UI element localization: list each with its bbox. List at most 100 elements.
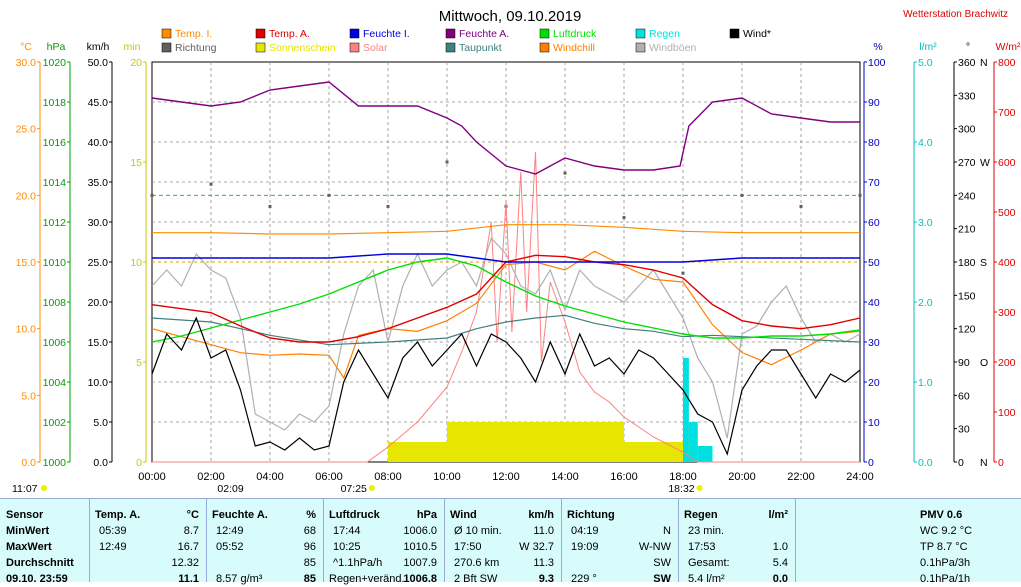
table-cell: 96 [303,541,316,553]
axis-tick-label: 70 [868,177,880,189]
direction-point [150,193,154,197]
wind-line [151,316,861,456]
legend-swatch [255,28,266,39]
direction-point [563,171,567,175]
direction-point [209,182,213,186]
axis-tick-label: 1006 [43,337,67,349]
axis-unit-label: min [124,41,141,53]
sunshine-bar [476,422,506,462]
axis-unit-label: l/m² [919,41,937,53]
divider [561,499,562,582]
table-header: Richtung [567,509,615,521]
axis-tick-label: 80 [868,137,880,149]
x-tick-label: 20:00 [728,471,756,483]
legend-swatch [635,28,646,39]
axis-tick-label: 1020 [43,57,67,69]
divider [206,499,207,582]
table-cell: WC 9.2 °C [920,525,973,537]
table-cell: 85 [303,557,316,569]
table-cell: 9.3 [538,573,554,585]
x-tick-label: 08:00 [374,471,402,483]
legend-label: Regen [649,28,680,40]
table-cell: 5.4 l/m² [688,573,725,585]
table-col-humidity: Feuchte A. % 12:49 68 05:52 96 85 8.57 g… [212,499,320,585]
axis-tick-label: 15.0 [88,337,109,349]
legend-swatch [635,42,646,53]
axis-tick-label: 20 [868,377,880,389]
table-cell: 17:53 [688,541,716,553]
legend-swatch [445,28,456,39]
divider [678,499,679,582]
axis-tick-label: 1.0 [918,377,933,389]
windchill-line [151,250,861,380]
legend-swatch [539,42,550,53]
table-cell: 12.32 [171,557,199,569]
axis-tick-label: 600 [998,157,1016,169]
legend-label: Taupunkt [459,42,502,54]
table-cell: 19:09 [571,541,599,553]
axis-tick-label: 30.0 [88,217,109,229]
rain-bar [688,422,698,462]
table-cell: Gesamt: [688,557,730,569]
sunshine-bar [506,422,536,462]
table-cell: 0.1hPa/1h [920,573,971,585]
weather-chart: Mittwoch, 09.10.2019 Wetterstation Brachw… [12,8,1021,495]
axis-tick-label: 15.0 [16,257,37,269]
axis-tick-label: 150 [958,290,976,302]
table-cell: 11.0 [533,525,554,537]
table-cell: 1.0 [772,541,788,553]
table-cell: 1007.9 [403,557,437,569]
x-tick-label: 04:00 [256,471,284,483]
direction-point [445,160,449,164]
table-cell: Regen+veränd. [329,573,405,585]
axis-unit-label: km/h [87,41,110,53]
table-cell: 10:25 [333,541,361,553]
axis-tick-label: 0 [998,457,1004,469]
axis-tick-label: 45.0 [88,97,109,109]
direction-point [327,193,331,197]
axis-tick-label: 120 [958,324,976,336]
axis-tick-label: 500 [998,207,1016,219]
axis-tick-label: 1002 [43,417,67,429]
sunshine-bar [417,442,447,462]
table-cell: 1006.8 [403,573,437,585]
table-unit: hPa [416,509,437,521]
axis-tick-label: 10 [130,257,142,269]
solar-line [152,151,860,463]
axis-tick-label: 0 [958,457,964,469]
legend-label: Feuchte A. [459,28,509,40]
axis-tick-label: 1010 [43,257,67,269]
table-header: PMV 0.6 [920,509,963,521]
axis-tick-label: 100 [868,57,886,69]
table-cell: TP 8.7 °C [920,541,968,553]
x-tick-label: 18:00 [669,471,697,483]
table-cell: 05:39 [99,525,127,537]
axis-direction-label: W [980,157,990,169]
table-cell: 8.57 g/m³ [216,573,263,585]
direction-point [386,204,390,208]
axis-tick-label: 3.0 [918,217,933,229]
moon-marker-label: 11:07 [12,483,38,495]
axis-tick-label: 5.0 [21,390,36,402]
temp-indoor-line [152,224,860,235]
table-cell: 85 [303,573,316,585]
sunshine-bar [388,442,418,462]
divider [323,499,324,582]
axis-tick-label: 1008 [43,297,67,309]
legend-swatch [161,28,172,39]
table-cell: 17:50 [454,541,482,553]
dewpoint-line [151,314,861,346]
table-unit: °C [186,509,199,521]
axis-tick-label: 20.0 [88,297,109,309]
legend-label: Wind* [743,28,771,40]
divider [444,499,445,582]
table-cell: 68 [303,525,316,537]
axis-tick-label: 180 [958,257,976,269]
x-tick-label: 22:00 [787,471,815,483]
sunshine-bar [447,422,477,462]
axis-tick-label: 25.0 [88,257,109,269]
table-cell: 2 Bft SW [454,573,498,585]
axis-tick-label: 1014 [43,177,67,189]
table-cell: ^1.1hPa/h [333,557,383,569]
axis-direction-label: S [980,257,987,269]
